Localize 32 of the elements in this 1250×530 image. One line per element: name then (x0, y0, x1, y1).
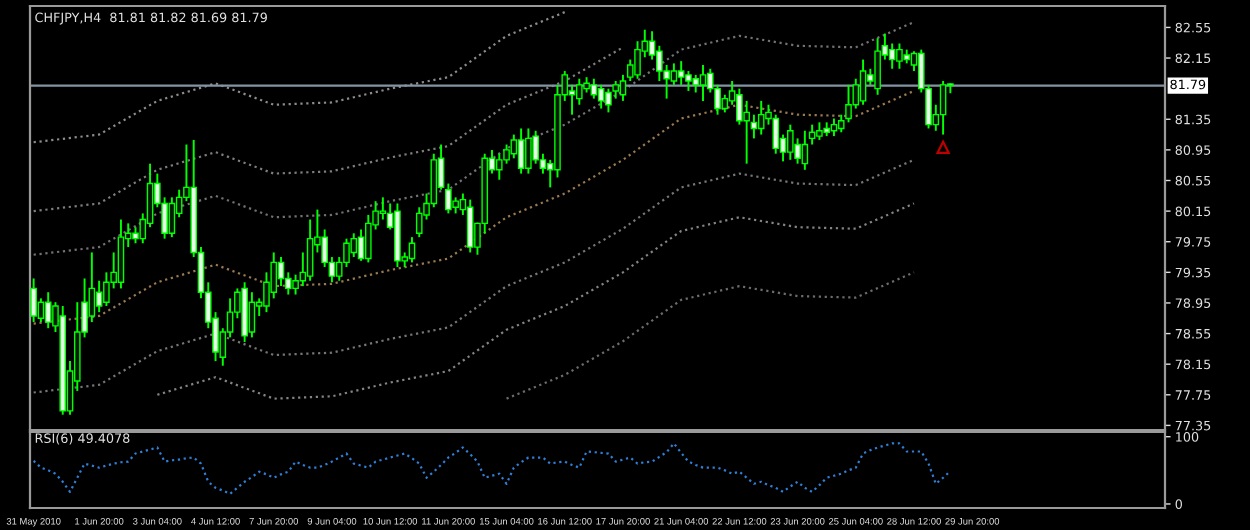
candlestick (896, 42, 903, 70)
candlestick (597, 83, 605, 110)
candlestick (379, 196, 387, 221)
candlestick (859, 58, 867, 106)
candlestick (699, 63, 707, 102)
candlestick (772, 113, 780, 155)
candlestick (306, 218, 314, 282)
candlestick (241, 281, 248, 343)
candlestick (743, 99, 750, 165)
candlestick (117, 218, 125, 290)
candlestick (786, 123, 794, 161)
candlestick (757, 99, 765, 136)
candlestick (845, 83, 852, 124)
candlestick (30, 277, 37, 324)
candlestick (939, 80, 947, 136)
candlestick (801, 129, 809, 171)
candlestick (248, 291, 256, 339)
candlestick (495, 152, 503, 181)
candlestick (525, 127, 532, 175)
candlestick (95, 279, 103, 314)
candlestick (168, 196, 176, 239)
line-series (156, 202, 916, 400)
candlestick (357, 228, 365, 262)
candlestick (44, 291, 52, 330)
candlestick (677, 60, 685, 86)
candlestick (874, 37, 881, 96)
candlestick (888, 42, 896, 70)
candlestick (517, 127, 525, 175)
line-series (505, 271, 916, 400)
line-series (32, 442, 952, 495)
candlestick (466, 198, 474, 254)
candlestick (605, 87, 612, 114)
